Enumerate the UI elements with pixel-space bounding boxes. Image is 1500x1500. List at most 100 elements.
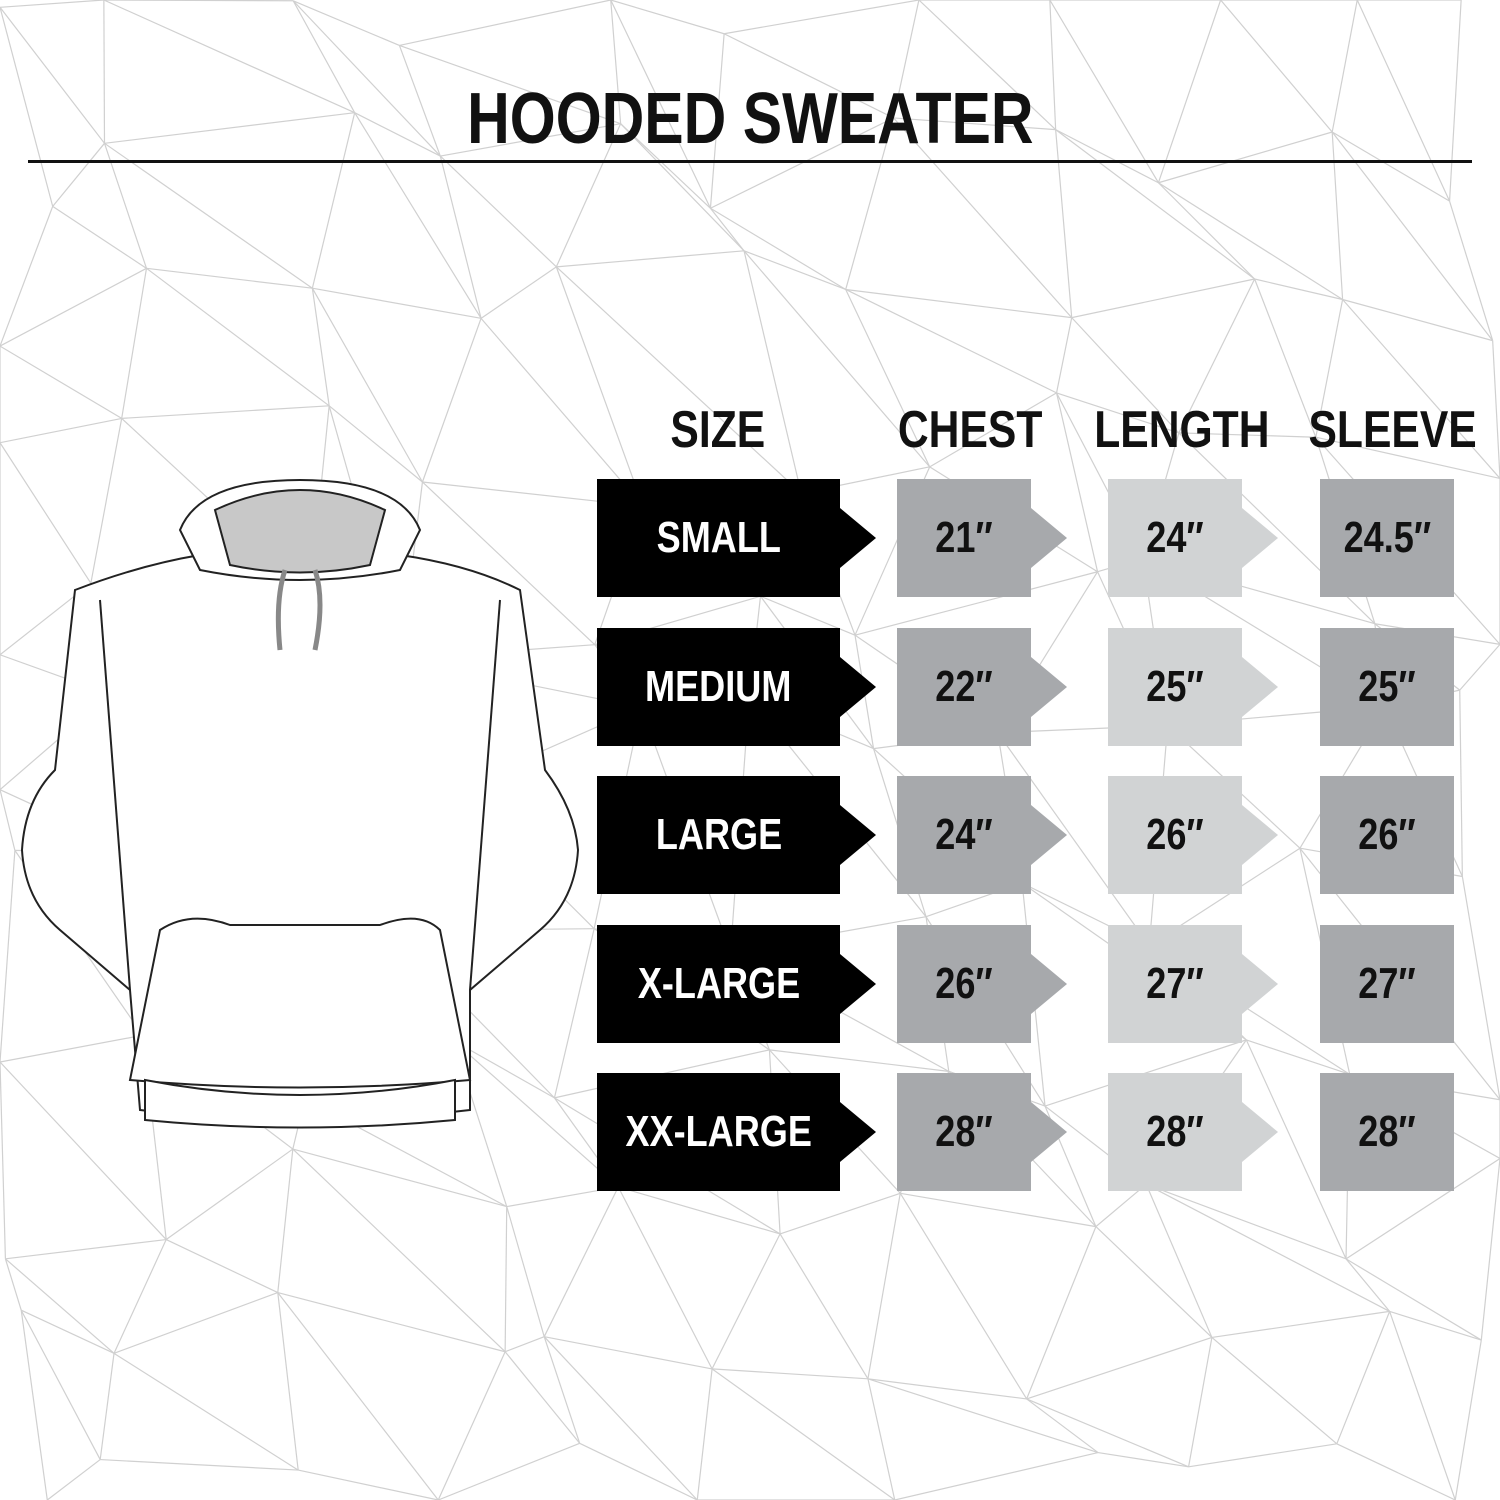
pattern-line [1389,1310,1482,1341]
pattern-line [1389,1311,1456,1500]
chest-value: 26″ [897,925,1031,1043]
arrow-icon [840,954,876,1014]
pattern-line [1492,340,1500,479]
pattern-line [620,123,711,209]
header-sleeve: SLEEVE [1308,401,1478,459]
pattern-line [709,33,725,209]
pattern-line [354,112,441,157]
pattern-line [52,142,105,207]
pattern-line [867,1193,901,1379]
pattern-line [104,142,313,289]
sleeve-value: 28″ [1320,1073,1454,1191]
header-chest: CHEST [897,401,1043,459]
pattern-line [845,288,1072,319]
size-label: SMALL [597,479,840,597]
pattern-line [845,117,895,290]
pattern-line [1454,1339,1482,1500]
pattern-line [618,1186,781,1235]
pattern-line [90,418,123,584]
pattern-line [1254,278,1317,438]
pattern-line [1345,1258,1482,1341]
page-title: HOODED SWEATER [466,79,1034,159]
sleeve-value: 25″ [1320,628,1454,746]
pattern-line [103,0,294,2]
pattern-line [610,0,622,124]
pattern-line [918,0,1057,131]
pattern-line [277,1292,506,1353]
pattern-line [121,268,148,419]
pattern-line [543,1186,619,1337]
chest-value: 22″ [897,628,1031,746]
pattern-line [1342,298,1493,342]
arrow-icon [1242,657,1278,717]
pattern-line [1220,0,1333,133]
pattern-line [893,117,1073,319]
pattern-line [711,1368,896,1500]
pattern-line [480,317,644,507]
pattern-line [1049,0,1159,184]
pattern-line [0,1061,167,1240]
pattern-line [399,44,621,125]
pattern-line [0,267,147,347]
pattern-line [277,1292,439,1500]
pattern-line [1448,0,1462,202]
pattern-line [1097,1451,1189,1468]
length-value: 26″ [1108,776,1242,894]
pattern-line [437,1351,506,1500]
pattern-line [1315,299,1344,438]
pattern-line [1345,1258,1391,1312]
length-value: 24″ [1108,479,1242,597]
size-label: MEDIUM [597,628,840,746]
pattern-line [1254,278,1343,301]
pattern-line [1331,131,1344,300]
arrow-icon [1031,805,1067,865]
pattern-line [610,0,711,209]
pattern-line [1157,0,1222,183]
pattern-line [421,318,482,483]
pattern-line [543,1336,698,1500]
pattern-line [100,1458,299,1471]
pattern-line [1342,299,1500,479]
pattern-line [893,117,1056,131]
chest-value: 21″ [897,479,1031,597]
pattern-line [617,1186,713,1370]
pattern-line [311,287,423,483]
pattern-line [556,250,745,268]
pattern-line [1071,317,1180,434]
pattern-line [1178,278,1256,434]
pattern-line [298,1469,439,1500]
pattern-line [52,205,147,269]
pattern-line [1158,131,1333,184]
pattern-line [1158,182,1343,301]
pattern-line [769,1049,949,1072]
pattern-line [710,207,847,290]
pattern-line [867,1378,1099,1454]
pattern-line [1211,1336,1338,1445]
arrow-icon [1242,805,1278,865]
pattern-line [311,288,330,406]
length-value: 27″ [1108,925,1242,1043]
pattern-line [1055,129,1255,280]
sleeve-value: 24.5″ [1320,479,1454,597]
pattern-line [0,345,122,419]
pattern-line [103,143,148,269]
pattern-line [0,6,105,144]
arrow-icon [840,508,876,568]
pattern-line [0,850,16,1063]
pattern-line [1056,392,1180,434]
pattern-line [1026,1226,1097,1400]
pattern-line [1315,436,1500,480]
pattern-line [544,1336,713,1370]
pattern-line [113,1352,299,1471]
arrow-icon [1242,508,1278,568]
pattern-line [867,1378,896,1500]
pattern-line [1459,690,1463,877]
pattern-line [723,33,894,119]
pattern-line [1178,432,1316,438]
pattern-line [854,571,1098,636]
pattern-line [113,1292,278,1354]
pattern-line [121,405,330,420]
pattern-line [1245,1039,1347,1260]
arrow-icon [1031,657,1067,717]
pattern-line [696,1368,713,1500]
